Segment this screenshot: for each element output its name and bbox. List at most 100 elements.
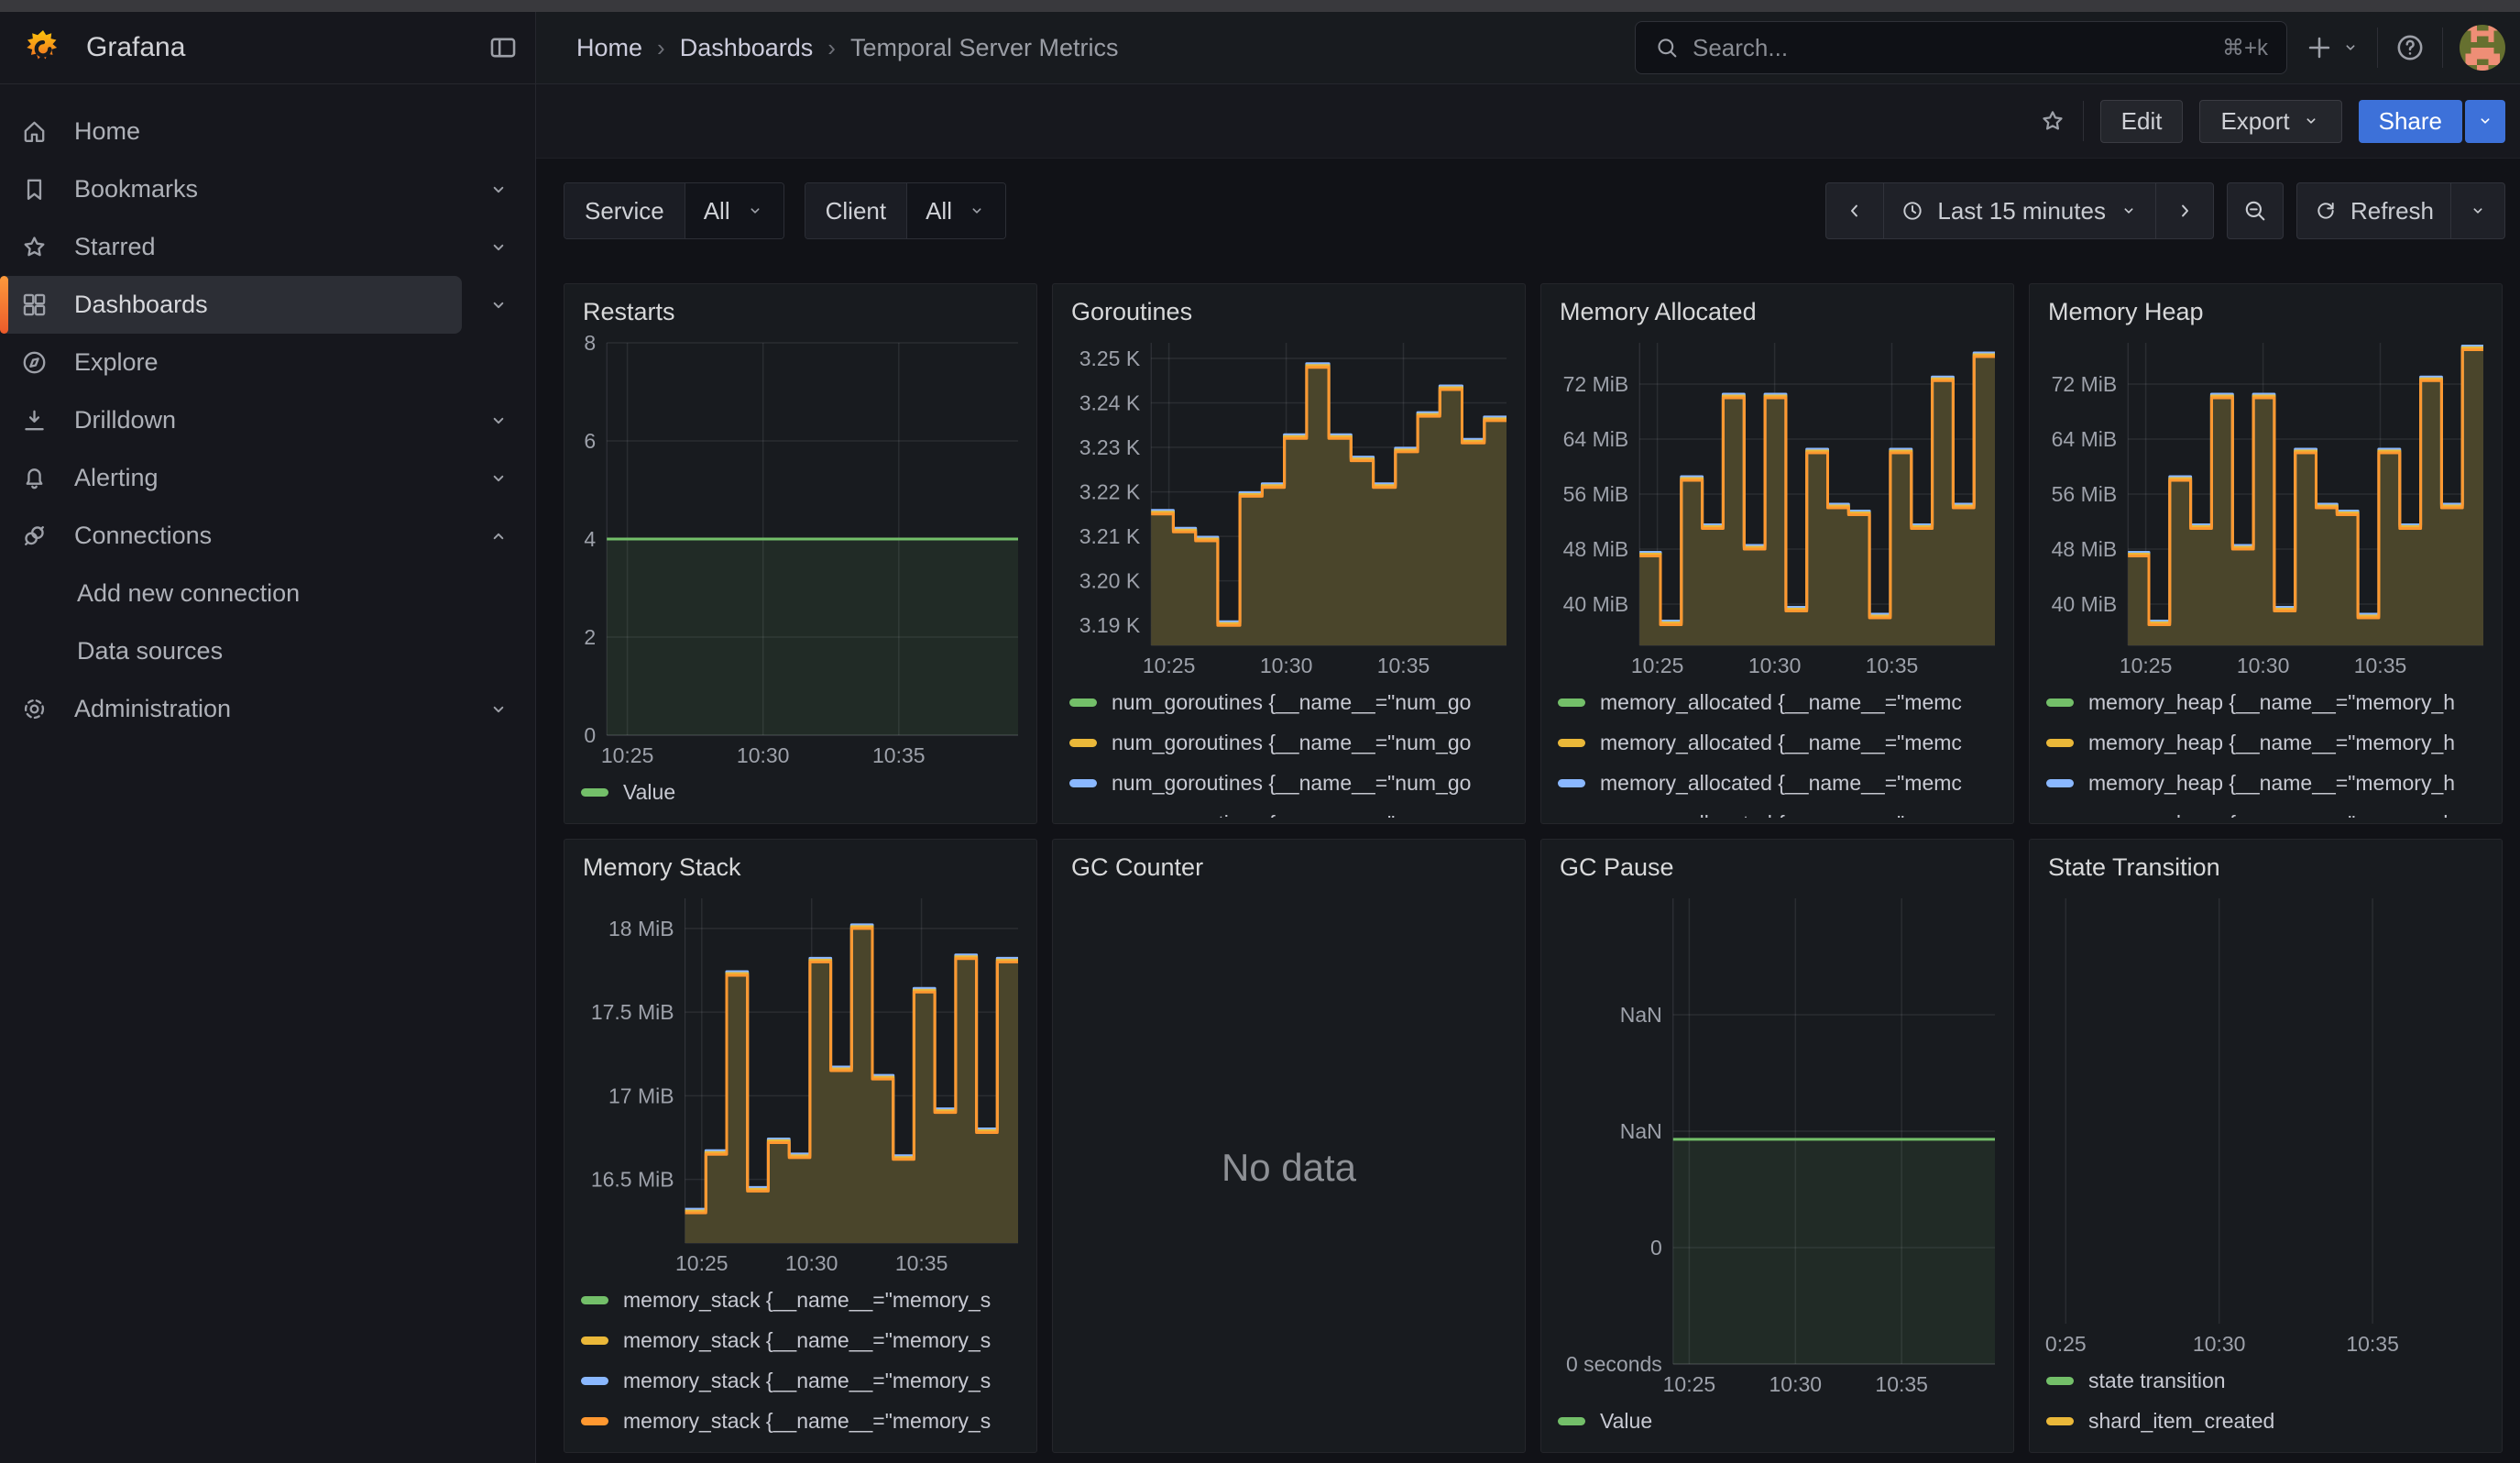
panel-title[interactable]: Memory Heap <box>2044 284 2487 334</box>
variable-value-dropdown[interactable]: All <box>907 183 1005 238</box>
legend-series-label: num_goroutines {__name__="num_go <box>1112 811 1471 819</box>
legend-series-label: memory_allocated {__name__="memc <box>1600 771 1962 796</box>
edit-button[interactable]: Edit <box>2100 100 2184 143</box>
favorite-star-button[interactable] <box>2039 107 2066 135</box>
share-dropdown-button[interactable] <box>2465 100 2505 143</box>
avatar[interactable] <box>2460 25 2505 71</box>
help-button[interactable] <box>2394 32 2426 63</box>
svg-text:NaN: NaN <box>1620 1003 1662 1027</box>
chart-svg: 72 MiB64 MiB56 MiB48 MiB40 MiB10:2510:30… <box>2044 334 2487 680</box>
svg-text:0: 0 <box>1650 1236 1662 1260</box>
dashboard-content: ServiceAllClientAll Last 15 minutes <box>536 159 2520 1463</box>
legend-item[interactable]: num_goroutines {__name__="num_go <box>1069 763 1508 803</box>
svg-text:10:35: 10:35 <box>1866 654 1919 677</box>
top-navbar: Home›Dashboards›Temporal Server Metrics … <box>536 12 2520 84</box>
chevron-left-icon <box>1843 199 1867 223</box>
sidebar-link-home[interactable]: Home <box>0 103 535 160</box>
chart-gc-counter[interactable]: No data <box>1068 889 1510 1446</box>
legend-item[interactable]: memory_allocated {__name__="memc <box>1558 803 1997 818</box>
add-button[interactable] <box>2304 32 2361 63</box>
navbar-actions: Search... ⌘+k <box>1635 21 2505 74</box>
legend-item[interactable]: num_goroutines {__name__="num_go <box>1069 682 1508 722</box>
chart-gc-pause[interactable]: NaNNaN00 seconds10:2510:3010:35 <box>1556 889 1999 1399</box>
brand-title: Grafana <box>86 32 464 63</box>
panel-title[interactable]: Memory Allocated <box>1556 284 1999 334</box>
sidebar-link-data-sources[interactable]: Data sources <box>0 622 535 680</box>
sidebar-link-administration[interactable]: Administration <box>0 680 462 738</box>
panel-title[interactable]: State Transition <box>2044 840 2487 889</box>
variable-client: ClientAll <box>805 182 1006 239</box>
sidebar-collapse-toggle[interactable] <box>462 680 535 738</box>
legend-item[interactable]: memory_heap {__name__="memory_h <box>2046 803 2485 818</box>
sidebar-link-bookmarks[interactable]: Bookmarks <box>0 160 462 218</box>
svg-text:2: 2 <box>584 625 596 649</box>
sidebar-link-alerting[interactable]: Alerting <box>0 449 462 507</box>
legend-item[interactable]: num_goroutines {__name__="num_go <box>1069 722 1508 763</box>
sidebar-collapse-toggle[interactable] <box>462 507 535 565</box>
clock-icon <box>1901 199 1924 223</box>
time-range-picker[interactable]: Last 15 minutes <box>1884 183 2156 238</box>
sidebar-collapse-toggle[interactable] <box>462 218 535 276</box>
sidebar-item-label: Bookmarks <box>74 175 198 204</box>
svg-text:18 MiB: 18 MiB <box>608 917 674 940</box>
legend-item[interactable]: shard_item_created <box>2046 1401 2485 1441</box>
breadcrumb-item[interactable]: Home <box>576 34 642 62</box>
legend-item[interactable]: memory_stack {__name__="memory_s <box>581 1401 1020 1441</box>
refresh-button[interactable]: Refresh <box>2297 183 2451 238</box>
legend-item[interactable]: memory_allocated {__name__="memc <box>1558 682 1997 722</box>
sidebar-collapse-toggle[interactable] <box>462 276 535 334</box>
panel-title[interactable]: Goroutines <box>1068 284 1510 334</box>
sidebar-toggle-button[interactable] <box>488 32 519 63</box>
legend-item[interactable]: num_goroutines {__name__="num_go <box>1069 803 1508 818</box>
drilldown-icon <box>20 406 49 434</box>
chart-svg: 72 MiB64 MiB56 MiB48 MiB40 MiB10:2510:30… <box>1556 334 1999 680</box>
time-back-button[interactable] <box>1826 183 1884 238</box>
sidebar-link-explore[interactable]: Explore <box>0 334 535 391</box>
chart-state-transition[interactable]: 0:2510:3010:35 <box>2044 889 2487 1358</box>
sidebar-link-connections[interactable]: Connections <box>0 507 462 565</box>
legend-item[interactable]: memory_stack {__name__="memory_s <box>581 1360 1020 1401</box>
sidebar-link-add-new-connection[interactable]: Add new connection <box>0 565 535 622</box>
share-button[interactable]: Share <box>2359 100 2462 143</box>
legend-item[interactable]: memory_heap {__name__="memory_h <box>2046 722 2485 763</box>
legend-item[interactable]: state transition <box>2046 1360 2485 1401</box>
search-input[interactable]: Search... ⌘+k <box>1635 21 2287 74</box>
legend-item[interactable]: memory_heap {__name__="memory_h <box>2046 682 2485 722</box>
panel-title[interactable]: Memory Stack <box>579 840 1022 889</box>
window-top-strip <box>0 0 2520 12</box>
chevron-down-icon <box>2301 111 2321 131</box>
legend-item[interactable]: memory_heap {__name__="memory_h <box>2046 763 2485 803</box>
panel-title[interactable]: Restarts <box>579 284 1022 334</box>
time-forward-button[interactable] <box>2156 183 2213 238</box>
chart-memory-stack[interactable]: 18 MiB17.5 MiB17 MiB16.5 MiB10:2510:3010… <box>579 889 1022 1278</box>
panel-legend: Value <box>1556 1399 1999 1446</box>
sidebar-collapse-toggle[interactable] <box>462 391 535 449</box>
chart-restarts[interactable]: 8642010:2510:3010:35 <box>579 334 1022 770</box>
legend-item[interactable]: Value <box>581 772 1020 812</box>
sidebar-collapse-toggle[interactable] <box>462 449 535 507</box>
legend-series-marker <box>2046 1417 2074 1425</box>
panel-title[interactable]: GC Counter <box>1068 840 1510 889</box>
legend-item[interactable]: memory_allocated {__name__="memc <box>1558 722 1997 763</box>
legend-item[interactable]: memory_allocated {__name__="memc <box>1558 763 1997 803</box>
sidebar-link-dashboards[interactable]: Dashboards <box>0 276 462 334</box>
legend-item[interactable]: memory_stack {__name__="memory_s <box>581 1280 1020 1320</box>
chevron-down-icon <box>745 201 765 221</box>
variable-value-dropdown[interactable]: All <box>685 183 783 238</box>
zoom-out-button[interactable] <box>2227 182 2284 239</box>
sidebar-link-drilldown[interactable]: Drilldown <box>0 391 462 449</box>
export-button[interactable]: Export <box>2199 100 2341 143</box>
sidebar-link-starred[interactable]: Starred <box>0 218 462 276</box>
legend-series-marker <box>2046 739 2074 747</box>
legend-item[interactable]: memory_stack {__name__="memory_s <box>581 1320 1020 1360</box>
chevron-down-icon <box>487 293 510 317</box>
panel-title[interactable]: GC Pause <box>1556 840 1999 889</box>
sidebar-collapse-toggle[interactable] <box>462 160 535 218</box>
legend-item[interactable]: Value <box>1558 1401 1997 1441</box>
breadcrumb-item[interactable]: Dashboards <box>680 34 814 62</box>
chart-memory-allocated[interactable]: 72 MiB64 MiB56 MiB48 MiB40 MiB10:2510:30… <box>1556 334 1999 680</box>
refresh-interval-dropdown[interactable] <box>2451 183 2504 238</box>
chart-goroutines[interactable]: 3.25 K3.24 K3.23 K3.22 K3.21 K3.20 K3.19… <box>1068 334 1510 680</box>
chart-memory-heap[interactable]: 72 MiB64 MiB56 MiB48 MiB40 MiB10:2510:30… <box>2044 334 2487 680</box>
panes-icon <box>488 32 519 63</box>
